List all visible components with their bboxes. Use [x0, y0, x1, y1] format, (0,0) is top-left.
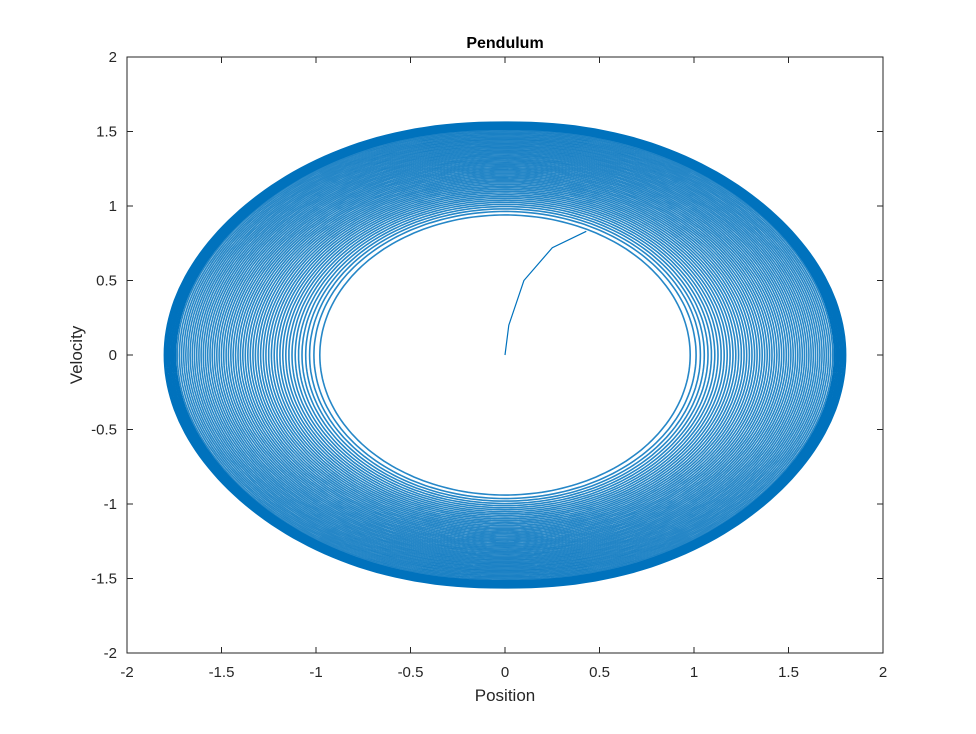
orbit-loop-line: [193, 139, 817, 571]
orbit-loop-line: [182, 132, 828, 578]
orbit-loop-line: [195, 140, 815, 570]
orbit-loop-line: [270, 185, 740, 525]
orbit-loop-line: [202, 144, 808, 566]
y-tick-label: -1: [104, 496, 117, 513]
orbit-loop-line: [291, 197, 719, 513]
orbit-loop-line: [189, 136, 821, 574]
orbit-loop-line: [267, 183, 743, 527]
orbit-loop-line: [249, 172, 761, 538]
chart-title: Pendulum: [466, 35, 543, 52]
y-axis-ticks: -2 -1.5 -1 -0.5 0 0.5 1 1.5 2: [91, 49, 883, 662]
y-tick-label: 1.5: [96, 124, 117, 141]
y-tick-label: 0: [109, 347, 117, 364]
orbit-loop-line: [204, 145, 806, 565]
orbit-loop-line: [304, 205, 706, 505]
orbit-loop-line: [180, 131, 830, 579]
orbit-loop-line: [225, 158, 785, 552]
y-tick-label: 0.5: [96, 273, 117, 290]
orbit-loop-line: [313, 210, 697, 500]
y-tick-label: -1.5: [91, 571, 117, 588]
y-tick-label: 2: [109, 49, 117, 66]
y-tick-label: -0.5: [91, 422, 117, 439]
orbit-loop-line: [294, 199, 716, 511]
orbit-loop-line: [234, 163, 776, 547]
orbit-loop-line: [191, 138, 819, 572]
orbit-loop-line: [163, 121, 847, 589]
orbit-loop-line: [237, 165, 773, 545]
orbit-loop-line: [229, 161, 780, 549]
orbit-loop-line: [213, 151, 797, 559]
orbit-loop-line: [218, 154, 792, 556]
orbit-loop-line: [257, 177, 753, 533]
orbit-loop-line: [215, 152, 794, 558]
orbit-loop-line: [211, 149, 799, 561]
orbit-loop-line: [252, 174, 758, 536]
x-tick-label: -1: [309, 664, 322, 681]
orbit-loop-line: [301, 203, 709, 507]
orbit-loop-line: [198, 142, 812, 568]
orbit-loop-line: [169, 125, 841, 585]
x-axis-ticks: -2 -1.5 -1 -0.5 0 0.5 1 1.5 2: [120, 57, 887, 681]
orbit-loop-line: [241, 168, 768, 542]
orbit-loop-line: [206, 147, 804, 563]
orbit-loop-line: [297, 201, 713, 509]
orbit-loop-line: [178, 130, 832, 580]
orbit-loop-line: [262, 180, 748, 530]
y-tick-label: -2: [104, 645, 117, 662]
orbit-loop-line: [200, 143, 810, 567]
orbit-loop-line: [273, 187, 737, 524]
y-axis-label: Velocity: [67, 325, 86, 384]
orbit-loop-line: [318, 214, 691, 496]
orbit-loop-line: [244, 169, 766, 541]
orbit-loop-line: [167, 123, 843, 587]
orbit-loop-line: [254, 175, 756, 535]
orbit-loop-line: [284, 193, 725, 517]
orbit-loop-line: [227, 159, 783, 551]
orbit-loop-line: [281, 192, 728, 518]
orbit-loop-line: [222, 156, 788, 554]
x-tick-label: -2: [120, 664, 133, 681]
orbit-loop-line: [173, 127, 836, 583]
y-tick-label: 1: [109, 198, 117, 215]
orbit-loop-line: [171, 126, 839, 584]
orbit-loop-line: [279, 190, 731, 520]
x-tick-label: -0.5: [398, 664, 424, 681]
orbit-loop-line: [239, 166, 771, 544]
orbit-loop-line: [184, 134, 825, 576]
orbit-loop-line: [308, 208, 702, 502]
orbit-loop-line: [276, 188, 734, 522]
orbit-loop-line: [176, 129, 834, 581]
orbit-loop-line: [288, 195, 722, 515]
trajectory-lines: [163, 121, 847, 589]
orbit-loop-line: [209, 148, 801, 562]
x-tick-label: 2: [879, 664, 887, 681]
orbit-loop-line: [232, 162, 778, 548]
x-tick-label: -1.5: [209, 664, 235, 681]
orbit-loop-line: [187, 135, 823, 575]
x-axis-label: Position: [475, 686, 535, 705]
x-tick-label: 0.5: [589, 664, 610, 681]
x-tick-label: 1.5: [778, 664, 799, 681]
initial-trajectory-line: [504, 230, 587, 356]
orbit-loop-line: [259, 178, 751, 532]
orbit-loop-line: [246, 171, 763, 539]
x-tick-label: 0: [501, 664, 509, 681]
x-tick-label: 1: [690, 664, 698, 681]
orbit-loop-line: [265, 182, 745, 528]
orbit-loop-line: [220, 155, 790, 555]
orbit-loop-line: [165, 122, 845, 588]
